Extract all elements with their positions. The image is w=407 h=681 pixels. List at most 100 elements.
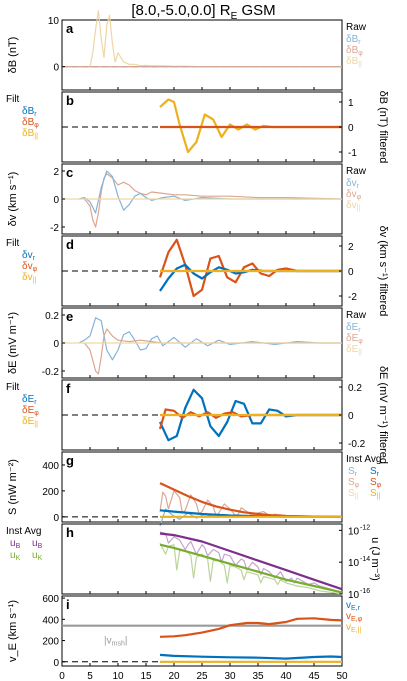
legend-entry-g: Sr	[348, 466, 358, 478]
y-axis-label-e: δE (mV m⁻¹)	[7, 312, 19, 374]
series-line-f-0	[159, 388, 342, 442]
legend-entry-g: Sφ	[348, 477, 360, 489]
legend-sub-b: ||	[34, 133, 38, 140]
right-tick-label-d: 2	[348, 242, 354, 253]
legend-sub-d: r	[33, 255, 36, 262]
legend-sub-f: ||	[34, 421, 38, 428]
panel-letter-b: b	[66, 93, 74, 108]
series-line-e-0	[78, 317, 342, 361]
legend-sub-g: ||	[355, 493, 359, 500]
legend-sub-g: r	[377, 471, 380, 478]
right-tick-label-f: -0.2	[348, 439, 366, 450]
right-tick-label-h: 10	[348, 590, 360, 601]
panel-letter-e: e	[66, 309, 73, 324]
legend-sub-a: φ	[358, 50, 363, 57]
panel-letter-i: i	[66, 597, 70, 612]
legend-sub-g: φ	[377, 482, 382, 489]
series-line-c-1	[78, 170, 342, 214]
figure-title: [8.0,-5.0,0.0] RE GSM	[131, 2, 276, 22]
right-tick-label-f: 0	[348, 411, 354, 422]
annotation-vmsh: |vmsh|	[104, 636, 127, 648]
right-tick-exp-h: -12	[360, 524, 370, 531]
right-tick-label-d: 0	[348, 267, 354, 278]
x-tick-label: 25	[196, 671, 208, 681]
legend-title-d: Filt	[6, 238, 20, 249]
legend-sub-g: φ	[355, 482, 360, 489]
annotation-close: |	[125, 636, 128, 647]
y-axis-label-d: δv (km s⁻¹) filtered	[377, 226, 389, 317]
x-tick-label: 30	[224, 671, 236, 681]
legend-sub-d: ||	[33, 277, 37, 284]
y-tick-label-i: 600	[42, 594, 59, 605]
legend-entry-d: δvr	[22, 250, 36, 262]
legend-title-b: Filt	[6, 94, 20, 105]
right-tick-exp-h: -14	[360, 556, 370, 563]
panel-letter-a: a	[66, 21, 74, 36]
x-tick-label: 10	[112, 671, 124, 681]
legend-sub-b: r	[34, 111, 37, 118]
y-tick-label-g: 0	[53, 513, 59, 524]
legend-entry-g: S||	[348, 488, 358, 500]
panel-letter-g: g	[66, 453, 74, 468]
y-tick-label-a: 0	[53, 63, 59, 74]
right-tick-label-f: 0.2	[348, 383, 362, 394]
legend-entry-f: δE||	[22, 416, 38, 428]
y-tick-label-c: 2	[53, 167, 59, 178]
legend-sub-c: r	[357, 183, 360, 190]
legend-sub-a: ||	[358, 61, 362, 68]
legend-sub-h: K	[38, 555, 43, 562]
x-tick-label: 50	[336, 671, 348, 681]
y-axis-label-c: δv (km s⁻¹)	[7, 172, 19, 227]
legend-title-h: Inst Avg	[6, 526, 41, 537]
y-tick-label-e: 0.2	[45, 311, 59, 322]
y-tick-label-e: -0.2	[42, 367, 60, 378]
legend-entry-h: uB	[10, 538, 21, 550]
y-tick-label-g: 400	[42, 461, 59, 472]
y-tick-label-i: 400	[42, 615, 59, 626]
legend-title-c: Raw	[346, 166, 367, 177]
y-tick-label-c: 0	[53, 195, 59, 206]
legend-sub-f: r	[34, 399, 37, 406]
series-line-i-2	[159, 653, 343, 660]
panel-letter-f: f	[66, 381, 71, 396]
legend-title-e: Raw	[346, 310, 367, 321]
panel-letter-h: h	[66, 525, 74, 540]
series-line-a-0	[89, 10, 342, 68]
panel-letter-d: d	[66, 237, 74, 252]
legend-entry-e: δE||	[346, 344, 362, 356]
right-tick-label-b: 0	[348, 123, 354, 134]
x-tick-label: 0	[59, 671, 65, 681]
legend-sub-d: φ	[33, 266, 38, 273]
legend-entry-b: δBr	[22, 106, 37, 118]
y-axis-label-g: S (nW m⁻²)	[7, 459, 19, 515]
series-line-i-1	[159, 617, 343, 638]
y-tick-label-a: 10	[48, 16, 60, 27]
x-tick-label: 35	[252, 671, 264, 681]
y-axis-label-a: δB (nT)	[7, 37, 19, 74]
y-tick-label-i: 0	[53, 658, 59, 669]
legend-entry-f: δEr	[22, 394, 37, 406]
legend-entry-a: δBr	[346, 34, 361, 46]
series-line-h-3	[159, 543, 343, 594]
legend-entry-i: vE,||	[346, 622, 361, 634]
y-tick-label-c: -2	[50, 223, 59, 234]
x-tick-label: 20	[168, 671, 180, 681]
legend-sub-i: E,φ	[351, 616, 363, 623]
legend-sub-h: K	[16, 555, 21, 562]
legend-entry-e: δEr	[346, 322, 361, 334]
legend-sub-i: E,r	[351, 605, 361, 612]
x-tick-label: 40	[280, 671, 292, 681]
x-tick-label: 45	[308, 671, 320, 681]
y-axis-label-h: u (J m⁻³)	[369, 537, 381, 581]
panel-frame-i	[61, 595, 343, 667]
y-tick-label-g: 200	[42, 487, 59, 498]
legend-sub-i: E,||	[351, 627, 361, 634]
legend-entry-a: δB||	[346, 56, 362, 68]
legend-sub-h: B	[38, 543, 43, 550]
legend-entry-g: Sr	[370, 466, 380, 478]
right-tick-exp-h: -16	[360, 588, 370, 595]
right-tick-label-b: 1	[348, 98, 354, 109]
legend-entry-b: δB||	[22, 128, 38, 140]
legend-sub-f: φ	[34, 410, 39, 417]
